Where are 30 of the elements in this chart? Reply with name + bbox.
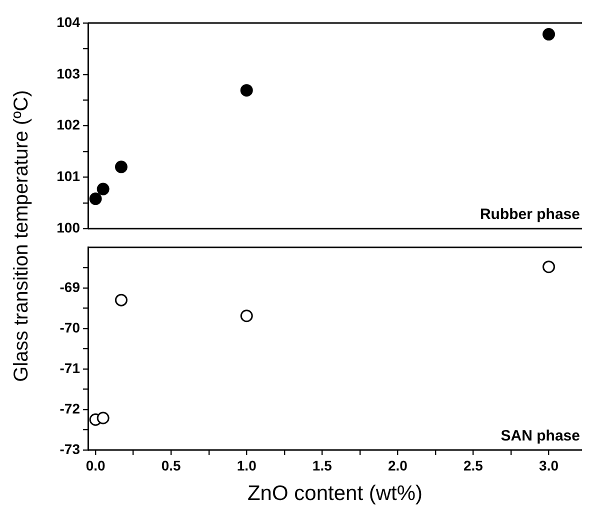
y-tick-label: 100: [56, 219, 80, 236]
y-tick-label: -70: [60, 319, 80, 336]
point: [96, 412, 110, 424]
y-axis-title: Glass transition temperature (ºC): [10, 90, 34, 382]
y-tick-label: -69: [60, 278, 80, 295]
x-tick-label: 0.5: [161, 457, 182, 474]
x-tick-label: 2.5: [463, 457, 484, 474]
y-tick-label: -71: [60, 360, 80, 376]
y-tick-label: -73: [60, 440, 80, 457]
point: [240, 84, 253, 97]
point: [240, 310, 253, 322]
y-tick-label: 104: [56, 14, 80, 30]
point: [114, 160, 128, 174]
x-tick-label: 0.0: [86, 457, 106, 474]
x-tick-label: 2.0: [388, 457, 408, 474]
x-tick-label: 1.0: [236, 457, 257, 474]
y-tick-label: 103: [56, 65, 80, 82]
point: [542, 260, 556, 274]
x-axis-title: ZnO content (wt%): [247, 482, 423, 506]
y-tick-label: -72: [60, 400, 80, 416]
point: [542, 28, 556, 41]
y-tick-label: 101: [56, 168, 80, 184]
annotation: SAN phase: [500, 428, 580, 445]
point: [96, 182, 110, 196]
x-tick-label: 1.5: [312, 457, 332, 474]
y-tick-label: 102: [56, 116, 80, 133]
point: [89, 192, 102, 206]
annotation: Rubber phase: [480, 206, 580, 224]
x-tick-label: 3.0: [539, 457, 559, 474]
point: [114, 294, 128, 306]
